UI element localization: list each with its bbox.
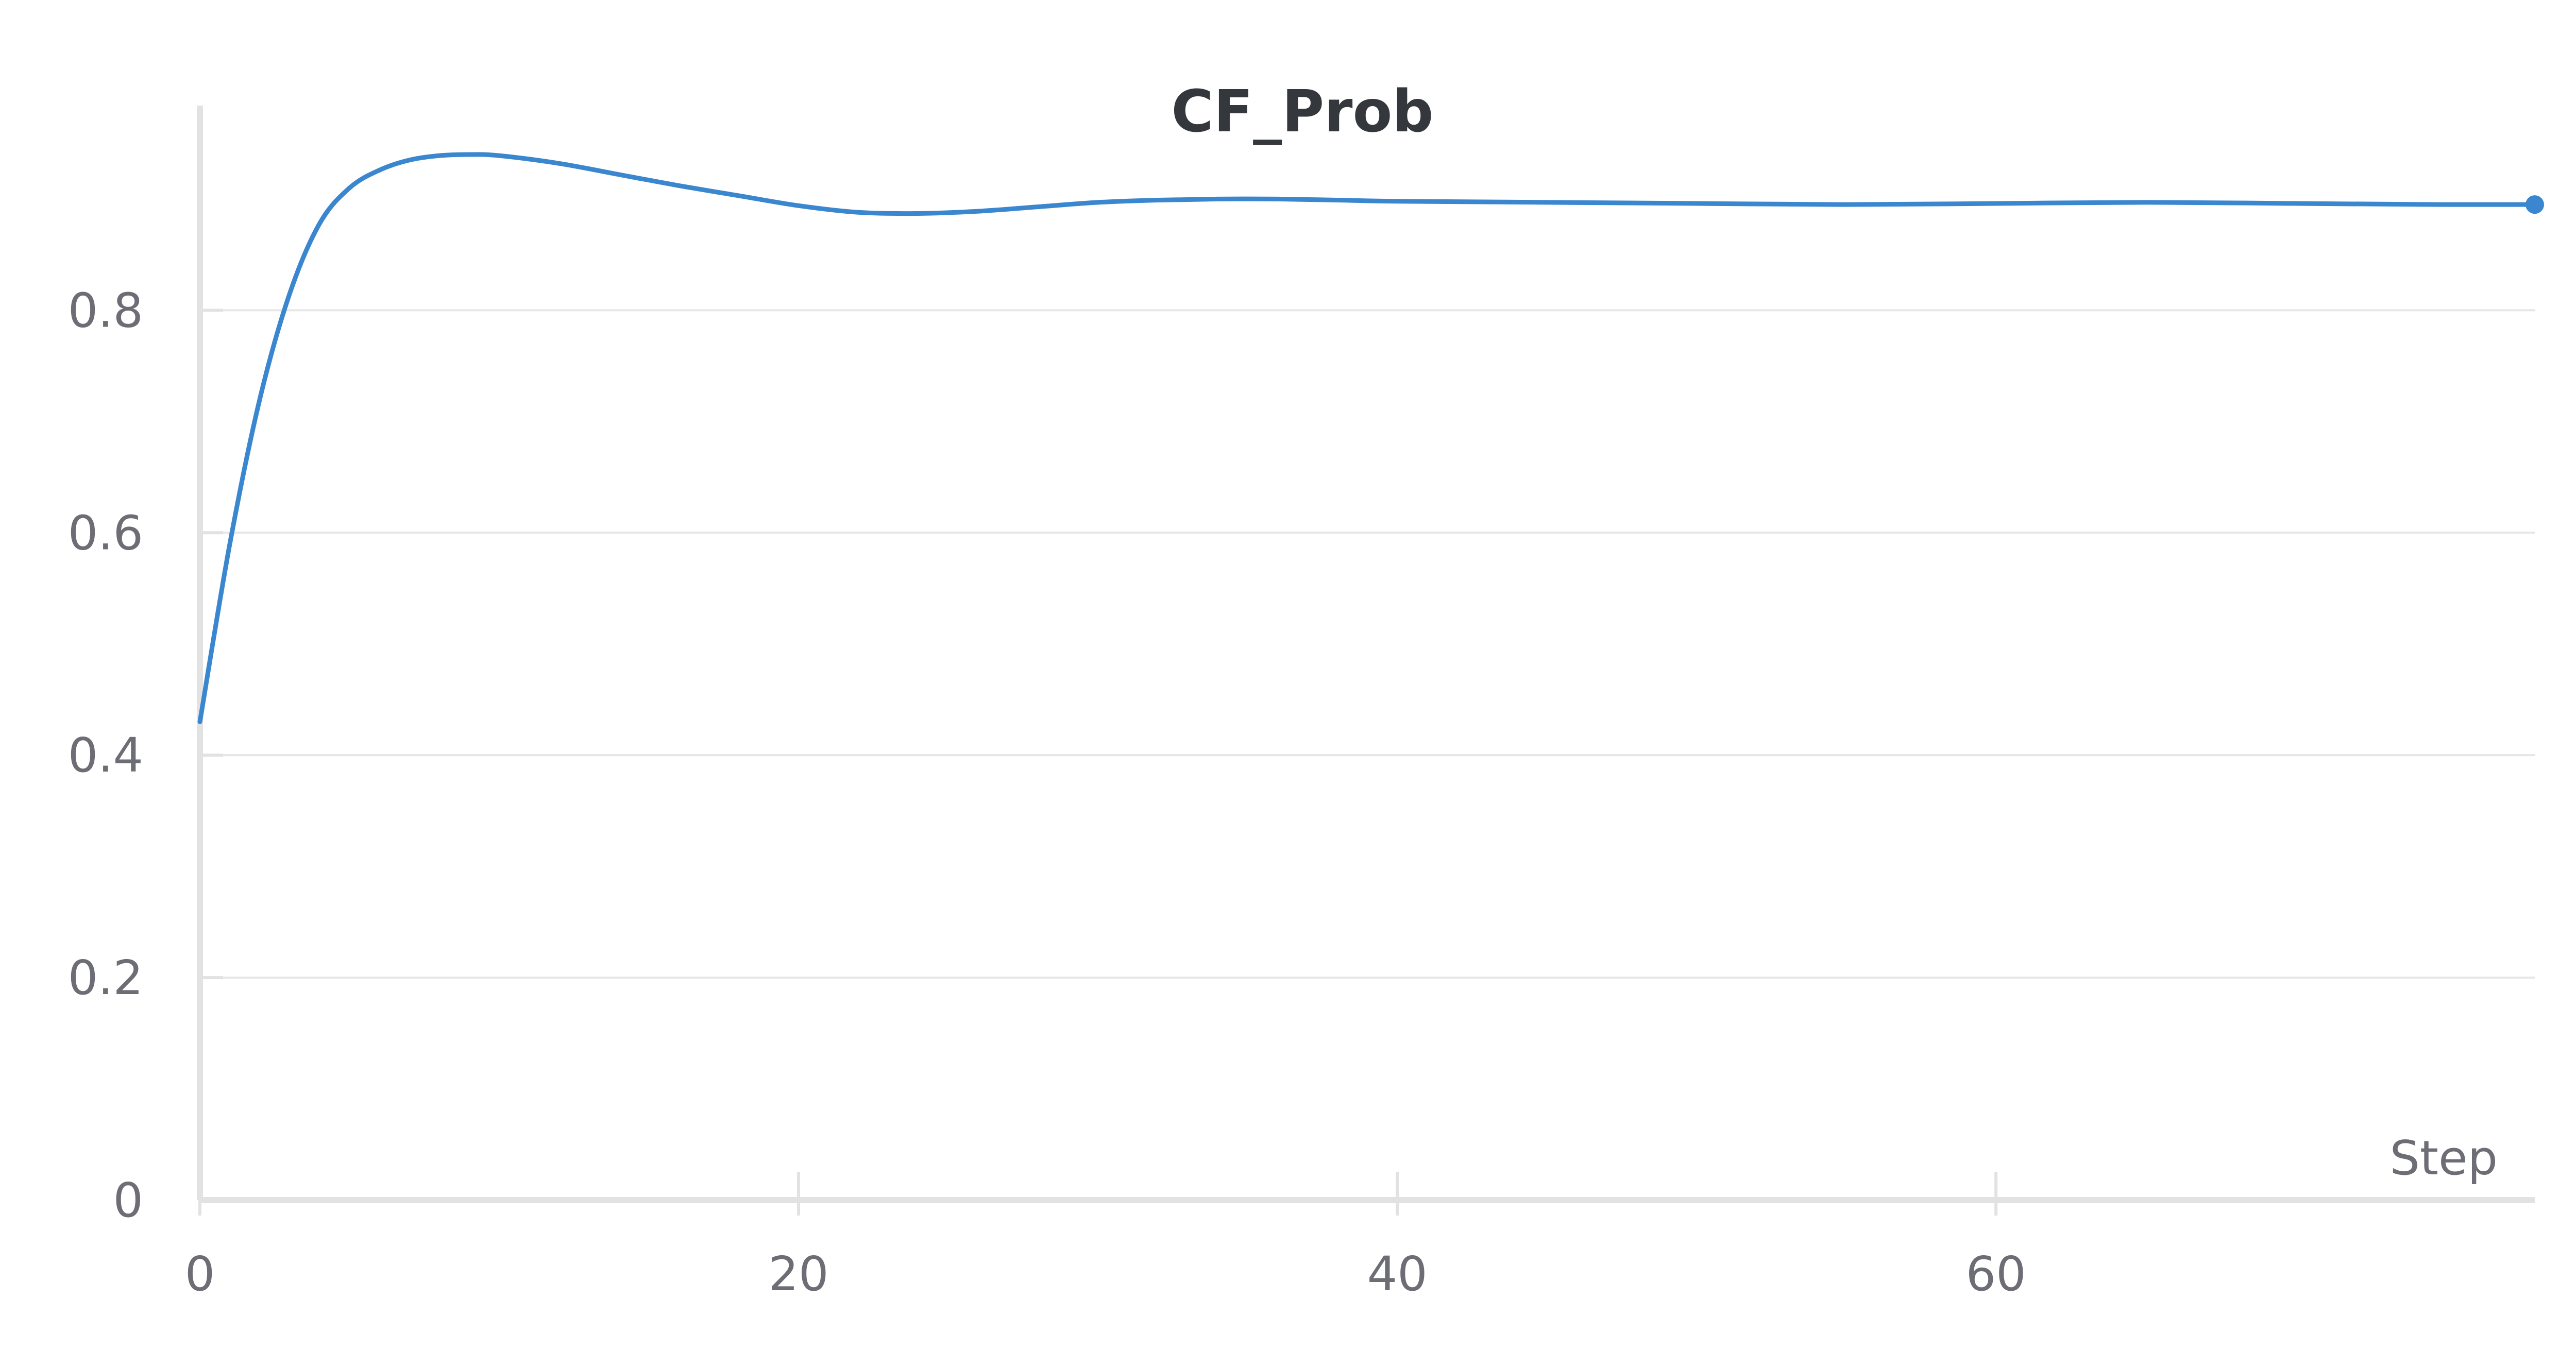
y-tick-label: 0.6: [68, 505, 143, 560]
y-tick-label: 0.2: [68, 950, 143, 1005]
x-tick-label: 60: [1966, 1246, 2026, 1302]
series-line: [197, 152, 2537, 724]
grid-lines: [200, 309, 2535, 979]
tick-labels: 0 0.2 0.4 0.6 0.8 0 20 40 60: [68, 283, 2026, 1302]
y-tick-label: 0: [113, 1173, 143, 1228]
x-tick-label: 0: [185, 1246, 215, 1302]
y-tick-label: 0.4: [68, 728, 143, 783]
series-end-point: [2526, 195, 2544, 214]
y-tick-label: 0.8: [68, 283, 143, 338]
axes: [197, 106, 2535, 1216]
chart-title: CF_Prob: [1171, 78, 1433, 145]
x-axis-label: Step: [2390, 1131, 2498, 1186]
x-tick-label: 20: [769, 1246, 829, 1302]
series-layer: [197, 152, 2544, 724]
x-tick-label: 40: [1367, 1246, 1428, 1302]
